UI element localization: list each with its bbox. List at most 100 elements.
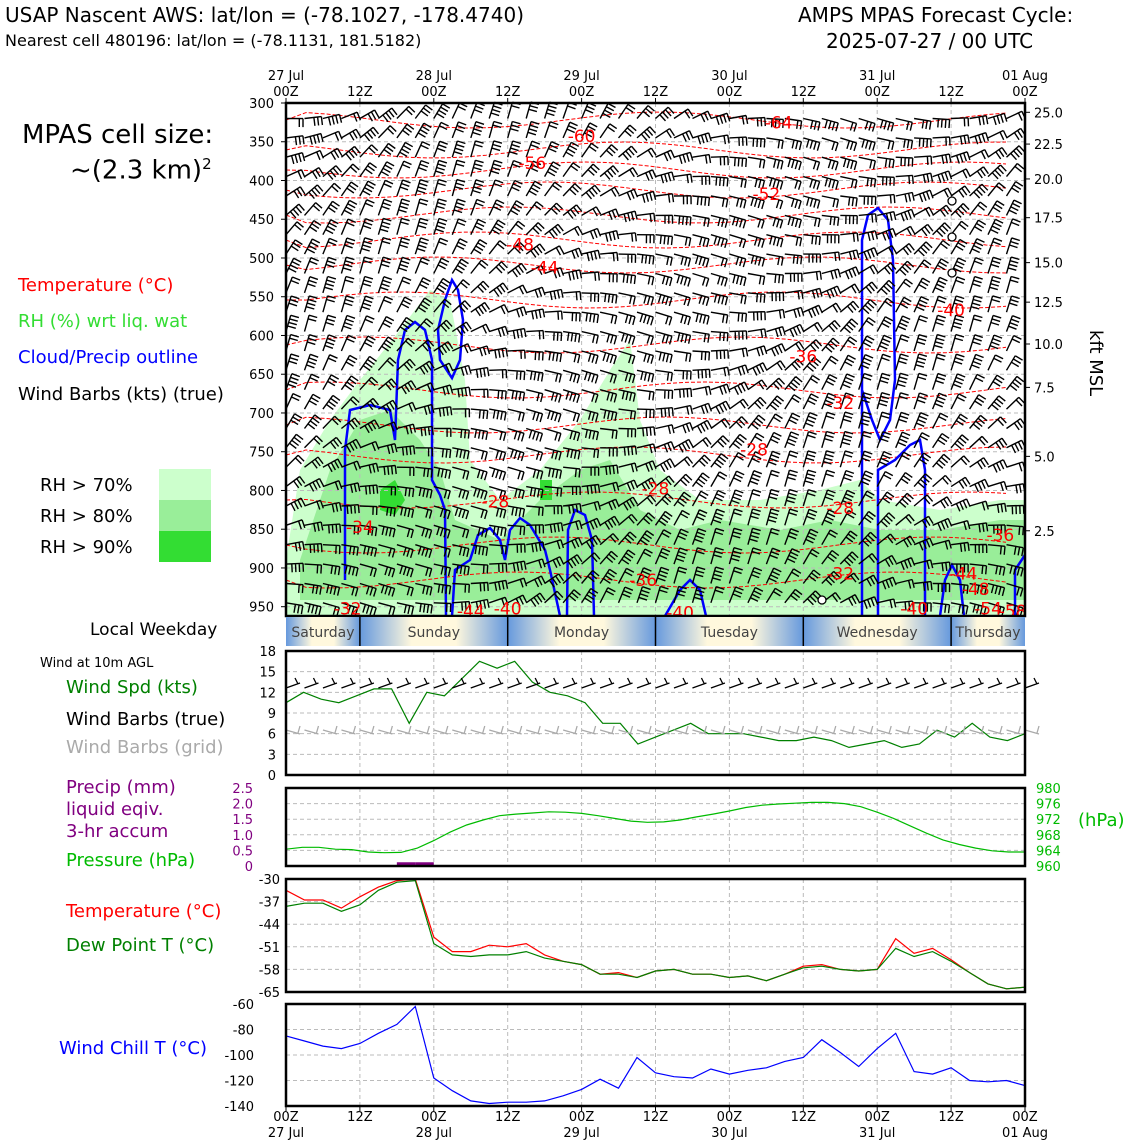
wind-barb [581, 249, 601, 262]
wind-barb [951, 563, 969, 573]
wind-barb [766, 175, 784, 190]
wind-barb [766, 137, 784, 150]
wind-barb [692, 385, 712, 396]
wind-barb [987, 256, 1002, 274]
wind-barb [470, 598, 490, 611]
temp-tick-label: -58 [259, 963, 280, 978]
wind-barb [747, 292, 766, 303]
wind-barb [322, 256, 337, 274]
wind-barb [729, 381, 750, 396]
wind-barb [932, 496, 953, 509]
wind-barb [931, 333, 946, 352]
wind-barb [285, 353, 300, 371]
wind-barb [452, 485, 470, 500]
wind-barb [599, 311, 618, 325]
legend-temperature: Temperature (°C) [18, 275, 174, 296]
wind-barb [526, 485, 544, 499]
wind-barb [1006, 602, 1024, 617]
wind-barb [728, 566, 743, 584]
wind-barb [895, 208, 916, 222]
wind-barb [821, 355, 839, 371]
wind-barb [285, 333, 299, 352]
wind-barb [969, 543, 988, 554]
wind-barb [803, 137, 821, 151]
wind-barb [304, 543, 323, 553]
wind-barb [433, 198, 447, 216]
wind-barb [581, 292, 600, 303]
wind-barb [544, 267, 565, 279]
wind-barb [452, 600, 471, 611]
wind-barb [396, 358, 416, 372]
wind-tick-label: 15 [259, 666, 276, 681]
wind-barb [895, 451, 912, 468]
grid-wind-barb [489, 725, 504, 735]
wind-barb [729, 156, 748, 168]
wind-barb [563, 290, 582, 301]
wind-barb [784, 376, 803, 392]
wind-barb [340, 334, 357, 352]
surface-wind-barb [950, 677, 966, 689]
wind-barb [470, 345, 491, 357]
wind-barb [562, 141, 580, 158]
wind-barb [304, 563, 323, 574]
wind-barb [285, 373, 301, 390]
wind-barb [784, 412, 801, 429]
wind-barb [895, 353, 909, 371]
wind-barb [729, 364, 749, 376]
temperature-label: -60 [568, 127, 596, 147]
surface-wind-barb [581, 677, 596, 689]
grid-wind-barb [433, 725, 449, 735]
wind-barb [322, 602, 340, 616]
wind-barb [636, 350, 655, 364]
grid-wind-barb [950, 725, 966, 735]
wind-barb [562, 389, 581, 404]
wind-barb [452, 408, 471, 418]
wind-barb [489, 524, 507, 537]
wind-barb [821, 302, 842, 313]
isotherm-line [285, 141, 1007, 159]
wind-barb [968, 238, 985, 255]
wind-barb [285, 257, 302, 274]
wind-barb [526, 505, 544, 516]
wind-barb [285, 582, 304, 594]
wind-barb [766, 326, 786, 338]
bottom-hour-label: 00Z [864, 1110, 890, 1125]
wind-barb [470, 239, 488, 255]
wind-barb [858, 281, 878, 294]
wind-barb [414, 237, 429, 255]
wind-barb [802, 393, 819, 410]
wind-barb [710, 112, 731, 126]
wind-barb [470, 581, 489, 592]
wind-barb [618, 311, 636, 326]
wind-barb [987, 524, 1006, 534]
wind-barb [414, 277, 431, 294]
wind-title: Wind at 10m AGL [40, 656, 154, 671]
wind-barb [784, 341, 805, 352]
wind-barb [710, 175, 729, 187]
wind-barb [876, 262, 897, 275]
wind-barb [821, 469, 836, 487]
wind-barb [507, 408, 525, 422]
wind-barb [562, 427, 581, 442]
wind-barb [950, 134, 970, 145]
wind-barb [765, 547, 781, 565]
wind-barb [377, 217, 392, 235]
wind-barb [968, 353, 984, 371]
wind-barb [839, 509, 857, 526]
wind-barb [414, 122, 432, 139]
wind-barb [377, 315, 395, 332]
wind-barb [488, 240, 507, 255]
precip-tick-label: 0 [245, 860, 253, 875]
wind-barb [914, 137, 932, 148]
wind-barb [396, 582, 414, 597]
grid-wind-barb [692, 725, 708, 735]
wind-barb [747, 379, 768, 391]
wind-barb [525, 160, 542, 177]
wind-barb [802, 569, 821, 584]
bottom-hour-label: 12Z [643, 1110, 669, 1125]
wind-barb [784, 306, 805, 318]
temperature-label: -40 [937, 301, 965, 321]
bottom-date-label: 27 Jul [268, 1126, 304, 1140]
grid-wind-barb [304, 725, 320, 735]
wind-barb [747, 195, 765, 210]
